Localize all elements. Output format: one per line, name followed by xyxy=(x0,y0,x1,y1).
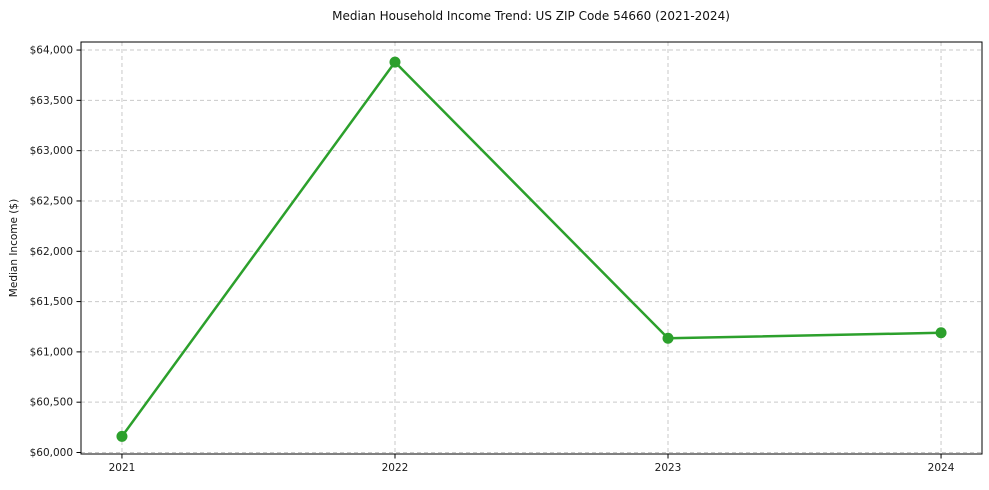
y-tick-label: $62,500 xyxy=(30,195,73,207)
y-tick-label: $64,000 xyxy=(30,45,73,57)
y-tick-label: $63,500 xyxy=(30,95,73,107)
x-tick-label: 2023 xyxy=(655,462,682,474)
y-tick-label: $63,000 xyxy=(30,145,73,157)
plot-background xyxy=(81,42,982,454)
x-tick-label: 2024 xyxy=(928,462,955,474)
data-point-2022 xyxy=(389,56,401,68)
y-tick-label: $61,500 xyxy=(30,296,73,308)
data-point-2021 xyxy=(116,430,128,442)
chart-title: Median Household Income Trend: US ZIP Co… xyxy=(332,9,730,23)
y-tick-label: $62,000 xyxy=(30,246,73,258)
data-point-2024 xyxy=(935,327,947,339)
x-tick-label: 2021 xyxy=(109,462,136,474)
data-point-2023 xyxy=(662,332,674,344)
axes-spines xyxy=(80,41,983,455)
y-tick-label: $61,000 xyxy=(30,346,73,358)
income-trend-line xyxy=(120,60,943,438)
y-tick-label: $60,500 xyxy=(30,397,73,409)
x-tick-label: 2022 xyxy=(382,462,409,474)
y-tick-label: $60,000 xyxy=(30,447,73,459)
